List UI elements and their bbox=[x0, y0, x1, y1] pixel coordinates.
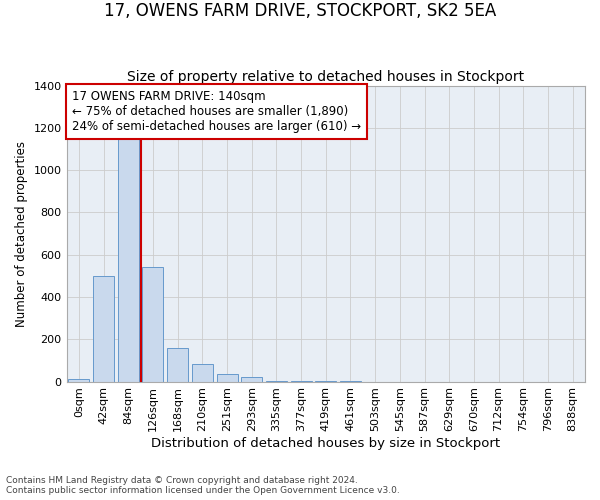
Title: Size of property relative to detached houses in Stockport: Size of property relative to detached ho… bbox=[127, 70, 524, 85]
Bar bbox=[217, 374, 238, 382]
Bar bbox=[290, 381, 311, 382]
Bar bbox=[167, 348, 188, 382]
X-axis label: Distribution of detached houses by size in Stockport: Distribution of detached houses by size … bbox=[151, 437, 500, 450]
Text: Contains HM Land Registry data © Crown copyright and database right 2024.
Contai: Contains HM Land Registry data © Crown c… bbox=[6, 476, 400, 495]
Bar bbox=[192, 364, 213, 382]
Bar bbox=[142, 268, 163, 382]
Bar bbox=[266, 380, 287, 382]
Bar bbox=[93, 276, 114, 382]
Bar bbox=[68, 380, 89, 382]
Bar bbox=[118, 138, 139, 382]
Text: 17 OWENS FARM DRIVE: 140sqm
← 75% of detached houses are smaller (1,890)
24% of : 17 OWENS FARM DRIVE: 140sqm ← 75% of det… bbox=[72, 90, 361, 133]
Y-axis label: Number of detached properties: Number of detached properties bbox=[15, 140, 28, 326]
Text: 17, OWENS FARM DRIVE, STOCKPORT, SK2 5EA: 17, OWENS FARM DRIVE, STOCKPORT, SK2 5EA bbox=[104, 2, 496, 21]
Bar bbox=[241, 377, 262, 382]
